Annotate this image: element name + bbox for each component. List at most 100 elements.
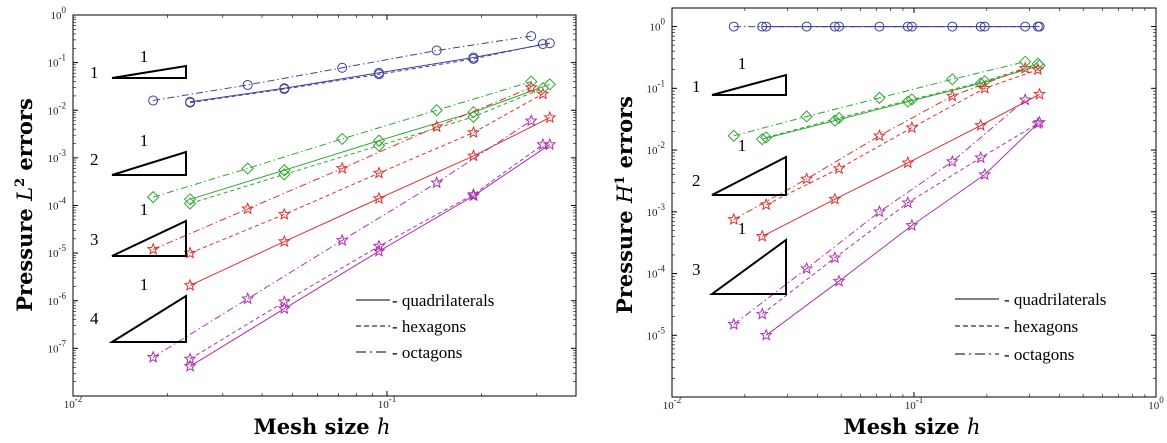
y-tick-label: 10-1	[647, 78, 666, 95]
slope-run-label: 1	[738, 54, 747, 73]
data-point-diamond	[727, 129, 740, 143]
data-point-diamond	[759, 131, 773, 144]
series-line	[189, 87, 544, 204]
series-line	[189, 144, 544, 360]
slope-triangle-4: 14	[90, 275, 187, 343]
series-degree3-dashed	[183, 87, 550, 259]
data-point-diamond	[543, 78, 557, 91]
series-line	[189, 144, 551, 367]
series-line	[152, 120, 532, 358]
triangle-shape	[111, 150, 187, 176]
data-point-star	[759, 328, 773, 341]
triangle-shape	[711, 155, 787, 196]
data-point-star	[466, 125, 480, 139]
data-point-star	[543, 110, 557, 124]
slope-rate-label: 1	[692, 77, 701, 96]
data-point-circle	[148, 95, 159, 106]
data-point-diamond	[1033, 59, 1046, 72]
slope-run-label: 1	[738, 219, 747, 238]
data-point-star	[872, 204, 887, 218]
legend: - quadrilaterals - hexagons - octagons	[356, 291, 494, 362]
data-point-diamond	[1031, 57, 1045, 70]
data-point-diamond	[241, 162, 254, 175]
series-line	[190, 43, 544, 104]
data-point-diamond	[873, 91, 886, 105]
data-point-star	[828, 250, 842, 264]
series-line	[766, 63, 1039, 138]
x-tick-label: 100	[1148, 395, 1164, 412]
data-point-diamond	[905, 93, 919, 106]
data-point-star	[727, 212, 741, 226]
slope-triangle-2: 12	[692, 136, 787, 196]
series-degree3-dashdot	[146, 80, 538, 255]
data-point-star	[524, 80, 538, 94]
data-point-diamond	[183, 197, 197, 210]
y-tick-label: 10-2	[647, 140, 666, 157]
series-degree2-dashdot	[727, 55, 1032, 143]
x-axis-title: Mesh size h	[254, 414, 391, 439]
series-line	[189, 93, 544, 254]
data-point-star	[277, 207, 291, 220]
y-axis-title: Pressure L2 errors	[12, 98, 37, 312]
data-point-circle	[337, 62, 348, 73]
legend-label: - hexagons	[392, 317, 466, 336]
data-point-star	[524, 113, 538, 127]
slope-triangle-1: 11	[692, 54, 787, 96]
series-degree3-solid	[183, 110, 557, 291]
legend: - quadrilaterals - hexagons - octagons	[955, 290, 1106, 364]
data-point-diamond	[800, 110, 813, 123]
data-point-diamond	[756, 132, 769, 146]
data-point-star	[974, 118, 988, 132]
data-point-diamond	[146, 190, 160, 204]
data-point-circle	[373, 69, 384, 80]
x-tick-label: 10-2	[64, 394, 83, 411]
series-line	[765, 123, 1039, 336]
data-point-circle	[544, 38, 555, 49]
slope-run-label: 1	[140, 47, 149, 66]
data-point-diamond	[1018, 55, 1032, 68]
data-point-circle	[979, 21, 990, 32]
series-degree4-dashed	[183, 137, 550, 365]
series-line	[733, 67, 1026, 220]
triangle-shape	[708, 238, 787, 295]
data-point-star	[759, 197, 773, 211]
data-point-circle	[431, 45, 442, 56]
series-degree3-dashdot	[727, 61, 1032, 226]
data-point-star	[800, 172, 814, 185]
series-line	[761, 122, 1040, 315]
data-point-star	[828, 192, 842, 205]
triangle-shape	[111, 219, 187, 257]
series-line	[153, 35, 532, 101]
data-point-diamond	[335, 132, 349, 146]
data-point-circle	[242, 79, 253, 90]
data-point-diamond	[946, 73, 959, 86]
data-point-star	[183, 359, 197, 372]
series-line	[761, 93, 1040, 237]
data-point-star	[241, 291, 255, 305]
series-degree2-dashed	[759, 57, 1045, 144]
y-axis-title: Pressure H1 errors	[612, 96, 637, 314]
data-point-circle	[834, 21, 845, 32]
legend-label: - quadrilaterals	[392, 291, 494, 310]
data-point-star	[905, 218, 919, 232]
data-point-star	[901, 156, 915, 169]
series-line	[189, 83, 550, 200]
data-point-star	[536, 137, 550, 151]
y-tick-label: 10-4	[48, 196, 67, 213]
series-degree4-dashdot	[727, 93, 1032, 330]
data-point-star	[372, 166, 386, 179]
data-point-diamond	[372, 139, 386, 152]
data-point-star	[1032, 115, 1047, 128]
data-point-star	[372, 191, 386, 205]
x-axis-title: Mesh size h	[844, 414, 981, 439]
data-point-star	[372, 244, 386, 257]
series-degree1-solid	[185, 38, 555, 107]
data-point-star	[905, 120, 919, 134]
series-line	[765, 69, 1039, 206]
series-degree3-solid	[755, 87, 1047, 242]
series-line	[152, 81, 532, 198]
panel-1: 100 10-1 10-2 10-3 10-4 10-5 10-6 10-7 10-2 10-1 1…	[12, 5, 577, 439]
legend-label: - octagons	[392, 343, 462, 362]
